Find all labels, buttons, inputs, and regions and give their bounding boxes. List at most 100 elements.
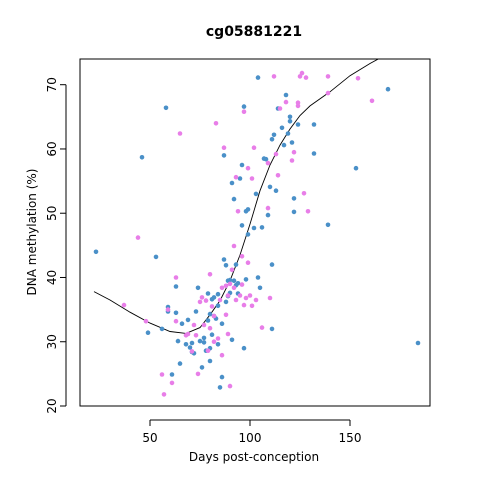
data-point bbox=[203, 298, 209, 303]
data-point bbox=[177, 131, 183, 136]
data-point bbox=[311, 151, 317, 156]
data-point bbox=[225, 331, 231, 337]
data-point bbox=[201, 322, 207, 328]
data-point bbox=[207, 358, 213, 364]
data-point bbox=[253, 297, 259, 303]
data-point bbox=[257, 285, 263, 291]
data-point bbox=[177, 361, 183, 366]
x-tick-label: 150 bbox=[339, 431, 362, 445]
data-point bbox=[283, 92, 289, 98]
data-point bbox=[173, 275, 179, 280]
data-point bbox=[199, 295, 205, 300]
data-point bbox=[205, 318, 211, 323]
data-point bbox=[271, 74, 277, 79]
y-tick-label: 60 bbox=[45, 141, 59, 156]
y-tick-label: 20 bbox=[45, 398, 59, 413]
data-point bbox=[239, 253, 245, 259]
data-point bbox=[201, 340, 207, 345]
data-point bbox=[223, 263, 229, 268]
data-point bbox=[265, 160, 271, 166]
data-point bbox=[163, 105, 169, 111]
data-point bbox=[311, 122, 317, 127]
data-point bbox=[199, 365, 205, 370]
data-point bbox=[301, 191, 307, 196]
trend-layer bbox=[93, 59, 380, 334]
data-point bbox=[231, 243, 237, 249]
data-point bbox=[289, 140, 295, 145]
data-point bbox=[239, 282, 245, 287]
data-point bbox=[193, 309, 199, 314]
data-point bbox=[277, 106, 283, 111]
data-point bbox=[205, 348, 211, 354]
data-point bbox=[197, 299, 203, 305]
data-point bbox=[221, 153, 227, 158]
data-point bbox=[243, 295, 249, 301]
data-point bbox=[145, 330, 151, 336]
data-point bbox=[153, 254, 159, 260]
data-point bbox=[239, 223, 245, 228]
data-point bbox=[143, 318, 149, 324]
data-point bbox=[287, 119, 293, 124]
data-point bbox=[209, 304, 215, 309]
data-point bbox=[227, 383, 233, 389]
data-point bbox=[221, 257, 227, 262]
data-point bbox=[279, 125, 285, 131]
points-layer bbox=[93, 70, 421, 397]
data-point bbox=[289, 158, 295, 163]
y-axis: 20 30 40 50 60 70 bbox=[45, 77, 67, 414]
x-tick-label: 100 bbox=[239, 431, 262, 445]
y-axis-label: DNA methylation (%) bbox=[25, 169, 39, 296]
data-point bbox=[265, 212, 271, 218]
data-point bbox=[243, 277, 249, 282]
data-point bbox=[173, 284, 179, 289]
data-point bbox=[189, 349, 195, 354]
data-point bbox=[291, 209, 297, 215]
data-point bbox=[291, 196, 297, 201]
x-axis: 50 100 150 bbox=[142, 419, 362, 445]
data-point bbox=[169, 380, 175, 386]
data-point bbox=[259, 325, 265, 330]
data-point bbox=[219, 321, 225, 327]
data-point bbox=[269, 137, 275, 142]
x-axis-label: Days post-conception bbox=[189, 450, 319, 464]
data-point bbox=[215, 342, 221, 347]
data-point bbox=[283, 99, 289, 105]
data-point bbox=[245, 207, 251, 212]
data-point bbox=[241, 345, 247, 351]
data-point bbox=[161, 392, 167, 397]
data-point bbox=[225, 293, 231, 298]
data-point bbox=[227, 277, 233, 283]
data-point bbox=[285, 131, 291, 136]
plot-frame bbox=[79, 58, 431, 407]
data-point bbox=[159, 372, 165, 377]
data-point bbox=[233, 297, 239, 303]
data-point bbox=[267, 295, 273, 301]
data-point bbox=[281, 142, 287, 148]
data-point bbox=[197, 338, 203, 344]
data-point bbox=[325, 90, 331, 96]
data-point bbox=[245, 232, 251, 237]
data-point bbox=[195, 371, 201, 377]
data-point bbox=[217, 385, 223, 390]
data-point bbox=[269, 262, 275, 267]
data-point bbox=[221, 145, 227, 150]
data-point bbox=[299, 70, 305, 76]
data-point bbox=[207, 311, 213, 317]
data-point bbox=[215, 336, 221, 341]
data-point bbox=[249, 303, 255, 309]
data-point bbox=[259, 225, 265, 230]
data-point bbox=[189, 340, 195, 346]
data-point bbox=[295, 103, 301, 109]
data-point bbox=[233, 174, 239, 180]
data-point bbox=[215, 303, 221, 309]
data-point bbox=[223, 299, 229, 305]
y-tick-label: 50 bbox=[45, 206, 59, 221]
data-point bbox=[325, 74, 331, 79]
data-point bbox=[269, 326, 275, 332]
data-point bbox=[263, 156, 269, 162]
data-point bbox=[139, 155, 145, 160]
data-point bbox=[303, 75, 309, 80]
data-point bbox=[291, 149, 297, 155]
data-point bbox=[297, 74, 303, 79]
data-point bbox=[175, 338, 181, 344]
